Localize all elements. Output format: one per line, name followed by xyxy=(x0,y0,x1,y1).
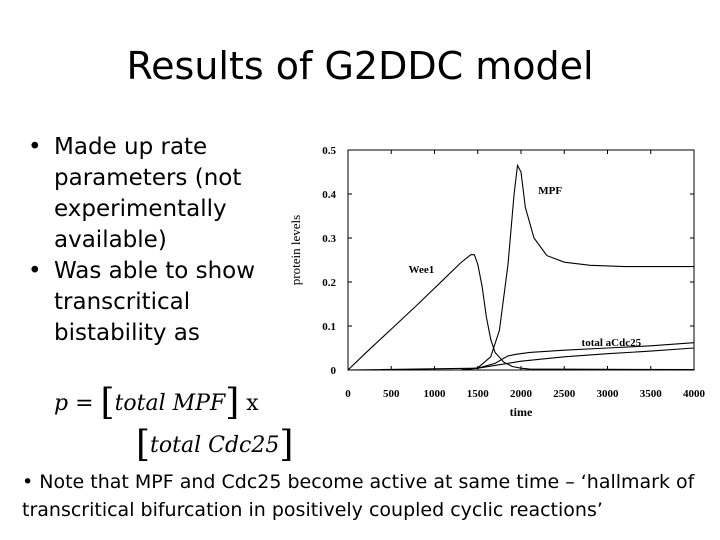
formula-times: x xyxy=(246,391,259,416)
x-tick-label: 2000 xyxy=(510,388,533,400)
x-tick-label: 1000 xyxy=(424,388,447,400)
y-tick-label: 0.4 xyxy=(322,189,336,201)
x-tick-label: 0 xyxy=(345,388,351,400)
bullet-item: • Was able to show transcritical bistabil… xyxy=(28,256,268,349)
y-tick-label: 0.3 xyxy=(322,233,336,245)
slide-title: Results of G2DDC model xyxy=(126,44,594,88)
bullet-list: • Made up rate parameters (not experiment… xyxy=(28,132,268,349)
y-tick-label: 0 xyxy=(331,365,337,377)
plot-frame xyxy=(347,149,695,371)
bullet-text: Made up rate parameters (not experimenta… xyxy=(54,134,242,253)
bullet-item: • Made up rate parameters (not experiment… xyxy=(28,132,268,256)
footnote-text: Note that MPF and Cdc25 become active at… xyxy=(22,471,695,521)
formula-numerator: total MPF xyxy=(114,391,226,416)
series-line-unlabeled xyxy=(347,347,695,371)
right-bracket: ] xyxy=(279,424,294,465)
formula-numerator-line: p = [total MPF] x xyxy=(54,382,259,423)
right-bracket: ] xyxy=(225,382,240,423)
bullet-glyph: • xyxy=(28,258,42,284)
formula-denominator: total Cdc25 xyxy=(150,433,280,458)
series-line-total-acdc25 xyxy=(348,342,695,371)
x-tick-label: 500 xyxy=(383,388,400,400)
x-axis-label: time xyxy=(510,405,533,419)
formula-denominator-line: [total Cdc25] xyxy=(136,424,293,465)
series-annotation: MPF xyxy=(538,185,562,197)
footnote: • Note that MPF and Cdc25 become active … xyxy=(22,471,695,521)
x-tick-label: 2500 xyxy=(553,388,576,400)
series-line-mpf xyxy=(348,163,694,371)
series-annotation: total aCdc25 xyxy=(582,337,642,349)
plot-area: 0 500 1000 1500 2000 2500 3000 3500 4000 0 0.1 0.2 0… xyxy=(288,145,706,419)
y-tick-label: 0.2 xyxy=(322,277,336,289)
y-tick-label: 0.1 xyxy=(322,321,336,333)
y-axis-label: protein levels xyxy=(288,215,303,285)
formula-lhs: p = xyxy=(54,391,94,416)
x-tick-label: 1500 xyxy=(467,388,490,400)
y-tick-label: 0.5 xyxy=(322,145,336,157)
x-tick-label: 4000 xyxy=(683,388,706,400)
x-tick-label: 3500 xyxy=(640,388,663,400)
bullet-glyph: • xyxy=(28,134,42,160)
left-bracket: [ xyxy=(100,382,115,423)
series-line-wee1 xyxy=(347,254,695,371)
protein-levels-chart: 0 500 1000 1500 2000 2500 3000 3500 4000 0 0.1 0.2 0… xyxy=(288,145,706,419)
left-bracket: [ xyxy=(136,424,151,465)
x-tick-label: 3000 xyxy=(597,388,620,400)
bullet-text: Was able to show transcritical bistabili… xyxy=(54,258,256,346)
series-annotation: Wee1 xyxy=(409,264,435,276)
